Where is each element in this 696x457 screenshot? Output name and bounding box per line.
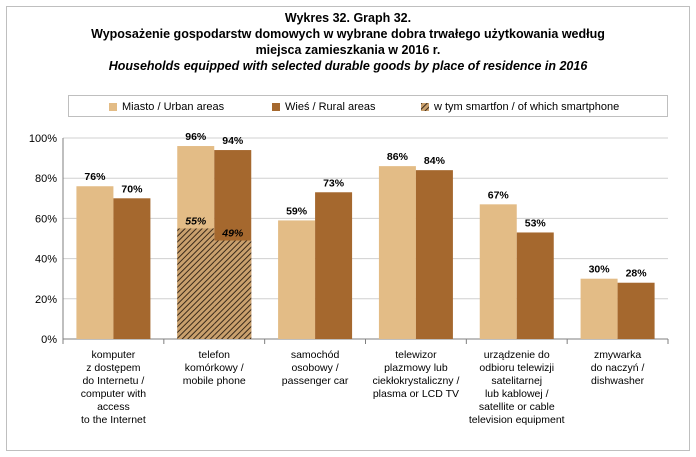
chart-frame [6,6,690,451]
chart-legend: Miasto / Urban areas Wieś / Rural areas … [68,95,668,117]
legend-label-rural: Wieś / Rural areas [285,101,376,113]
legend-swatch-smartphone [421,103,429,111]
chart-title-pl-cont: miejsca zamieszkania w 2016 r. [255,43,441,57]
legend-swatch-urban [109,103,117,111]
legend-label-smartphone: w tym smartfon / of which smartphone [434,101,620,113]
legend-item-smartphone: w tym smartfon / of which smartphone [421,100,619,114]
legend-label-urban: Miasto / Urban areas [122,101,225,113]
chart-title-number: Wykres 32. Graph 32. [284,11,412,25]
chart-title-block: Wykres 32. Graph 32. Wyposażenie gospoda… [0,10,696,74]
legend-item-rural: Wieś / Rural areas [272,100,375,114]
chart-title-pl: Wyposażenie gospodarstw domowych w wybra… [91,27,605,41]
legend-item-urban: Miasto / Urban areas [109,100,224,114]
chart-title-en: Households equipped with selected durabl… [108,59,588,73]
legend-swatch-rural [272,103,280,111]
